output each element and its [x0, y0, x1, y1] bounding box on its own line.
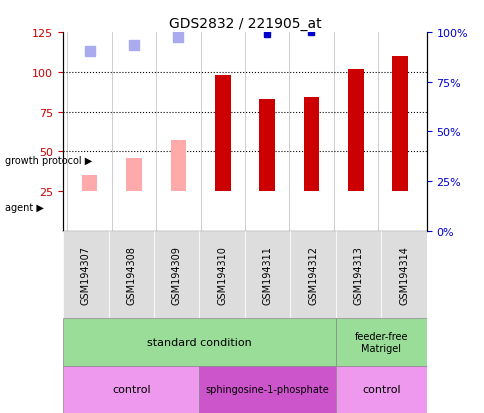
Text: GSM194309: GSM194309 — [171, 245, 182, 304]
FancyBboxPatch shape — [63, 366, 199, 413]
FancyBboxPatch shape — [153, 231, 199, 318]
Text: feeder-free
Matrigel: feeder-free Matrigel — [354, 331, 407, 353]
Bar — [126, 158, 141, 192]
FancyBboxPatch shape — [199, 231, 244, 318]
Text: GSM194307: GSM194307 — [81, 245, 91, 304]
Text: sphingosine-1-phosphate: sphingosine-1-phosphate — [205, 385, 329, 394]
FancyBboxPatch shape — [199, 366, 335, 413]
Text: GSM194313: GSM194313 — [353, 245, 363, 304]
Text: GSM194314: GSM194314 — [398, 245, 408, 304]
Bar — [170, 141, 186, 192]
Bar — [303, 98, 318, 192]
Text: GSM194308: GSM194308 — [126, 245, 136, 304]
Bar — [82, 176, 97, 192]
FancyBboxPatch shape — [335, 231, 380, 318]
FancyBboxPatch shape — [335, 366, 426, 413]
Text: GSM194311: GSM194311 — [262, 245, 272, 304]
Text: GSM194312: GSM194312 — [307, 245, 318, 304]
FancyBboxPatch shape — [244, 231, 290, 318]
Text: GSM194310: GSM194310 — [217, 245, 227, 304]
Text: growth protocol ▶: growth protocol ▶ — [5, 155, 92, 165]
FancyBboxPatch shape — [108, 231, 153, 318]
FancyBboxPatch shape — [63, 231, 108, 318]
FancyBboxPatch shape — [335, 318, 426, 366]
Bar — [392, 57, 407, 192]
FancyBboxPatch shape — [63, 318, 335, 366]
Text: standard condition: standard condition — [147, 337, 251, 347]
Text: agent ▶: agent ▶ — [5, 203, 44, 213]
FancyBboxPatch shape — [290, 231, 335, 318]
Bar — [348, 69, 363, 192]
Text: control: control — [361, 385, 400, 394]
Bar — [259, 100, 274, 192]
Title: GDS2832 / 221905_at: GDS2832 / 221905_at — [168, 17, 320, 31]
FancyBboxPatch shape — [380, 231, 426, 318]
Bar — [214, 76, 230, 192]
Text: control: control — [112, 385, 150, 394]
